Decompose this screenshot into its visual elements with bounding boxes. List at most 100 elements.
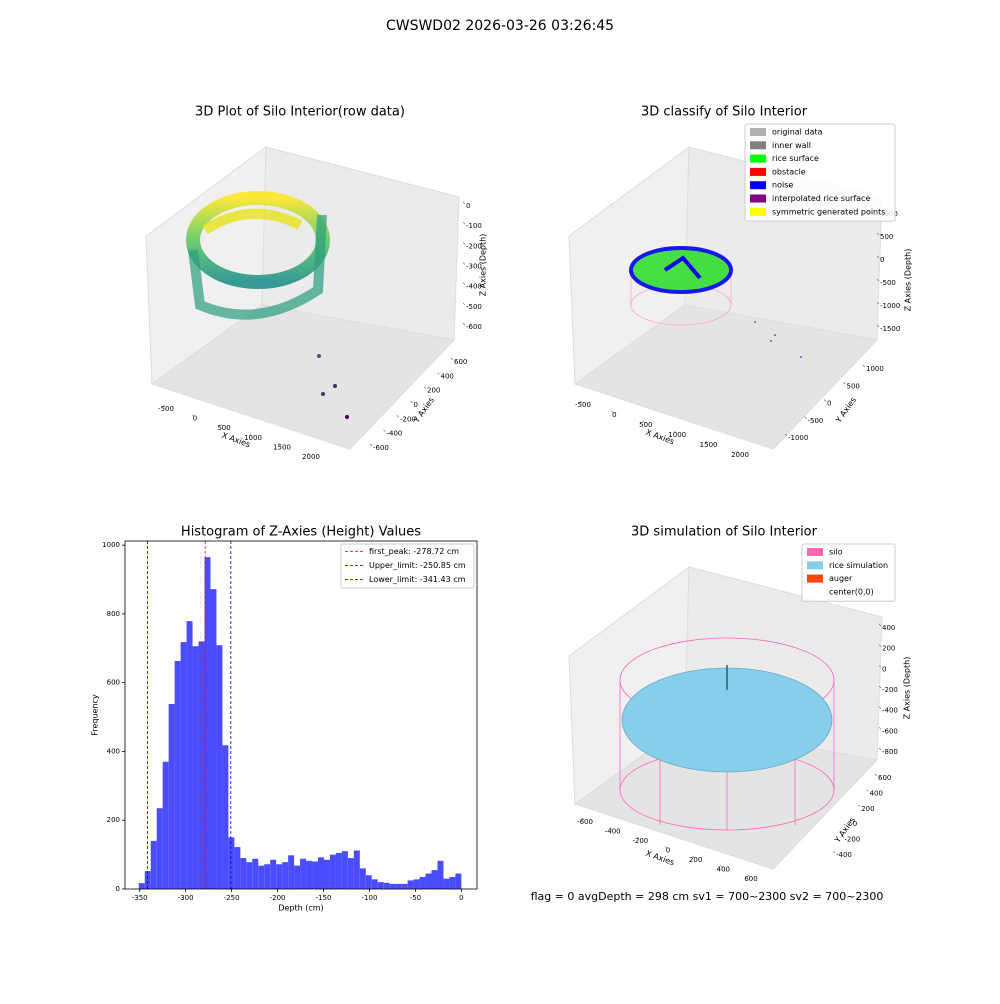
y-tick-label: 600	[454, 358, 467, 366]
tick-mark	[784, 433, 788, 437]
tick-mark	[804, 416, 807, 419]
tick-mark	[437, 372, 440, 375]
x-tick-label: -100	[362, 894, 378, 902]
tick-mark	[249, 433, 253, 437]
histogram-bar	[425, 873, 432, 889]
histogram-bar	[300, 858, 307, 889]
point-cloud-classify	[629, 246, 802, 358]
histogram-bar	[138, 883, 145, 889]
y-tick-label: 200	[427, 387, 440, 395]
x-tick-label: -300	[178, 894, 194, 902]
legend-swatch	[750, 167, 766, 176]
tick-mark	[462, 242, 466, 245]
tick-mark	[673, 430, 677, 434]
legend-swatch	[750, 207, 766, 216]
histogram-bar	[413, 879, 420, 889]
figure-title: CWSWD02 2026-03-26 03:26:45	[386, 18, 614, 34]
histogram-bar	[312, 861, 319, 889]
legend-label: auger	[829, 574, 853, 583]
x-tick-label: 200	[689, 856, 702, 864]
tick-mark	[823, 399, 827, 402]
pane	[573, 304, 879, 450]
legend-label: symmetric generated points	[772, 207, 885, 216]
y-axis-label: Y Axies	[411, 396, 436, 426]
z-tick-label: 400	[882, 624, 895, 632]
tick-mark	[664, 846, 668, 849]
legend-swatch	[807, 561, 823, 570]
z-tick-label: 0	[880, 256, 884, 264]
legend-swatch	[807, 587, 823, 596]
pane	[150, 304, 456, 450]
tick-mark	[878, 644, 882, 647]
histogram-bar	[335, 852, 342, 889]
histogram-bar	[437, 860, 444, 889]
histogram-bar	[162, 761, 169, 889]
chart-title: 3D simulation of Silo Interior	[631, 525, 818, 540]
x-tick-label: 1000	[668, 431, 686, 439]
legend-swatch	[750, 141, 766, 150]
plot-frame	[124, 540, 478, 890]
histogram-bar	[389, 883, 396, 889]
histogram-bar	[407, 880, 414, 889]
legend-label: Upper_limit: -250.85 cm	[369, 561, 466, 570]
legend-box	[744, 123, 896, 222]
x-tick-label: 1500	[700, 441, 718, 449]
x-tick-label: 500	[639, 421, 652, 429]
y-tick-label: 1000	[866, 365, 884, 373]
point-cloud-raw	[186, 191, 349, 419]
histogram-bar	[186, 621, 193, 889]
tick-mark	[637, 836, 640, 840]
histogram-bar	[282, 862, 289, 889]
histogram-bar	[359, 868, 366, 889]
x-axis-label: Depth (cm)	[278, 904, 323, 913]
legend-label: original data	[772, 128, 823, 137]
y-tick-label: 400	[441, 372, 454, 380]
z-tick-label: -500	[466, 303, 482, 311]
histogram-bar	[294, 865, 301, 889]
z-tick-label: 500	[880, 233, 893, 241]
histogram-bar	[371, 879, 378, 889]
z-tick-label: 0	[466, 202, 470, 210]
legend-label: interpolated rice surface	[772, 194, 870, 203]
x-tick-label: 600	[744, 875, 757, 883]
tick-mark	[736, 450, 740, 454]
y-tick-label: 0	[414, 401, 418, 409]
tick-mark	[462, 201, 466, 205]
y-tick-label: 400	[870, 789, 883, 797]
histogram-bar	[455, 873, 462, 889]
z-tick-label: -1500	[880, 325, 900, 333]
z-tick-label: -500	[880, 279, 896, 287]
histogram-bar	[198, 641, 205, 889]
histogram-bar	[443, 878, 450, 889]
tick-mark	[383, 429, 386, 432]
chart-title: 3D classify of Silo Interior	[641, 105, 808, 120]
tick-mark	[876, 301, 880, 305]
histogram-bar	[270, 859, 277, 889]
histogram-bar	[419, 876, 426, 889]
x-tick-label: 500	[217, 424, 230, 432]
histogram-bar	[210, 589, 217, 889]
y-tick-label: 200	[861, 805, 874, 813]
legend-swatch	[807, 574, 823, 583]
y-tick-label: 500	[847, 382, 860, 390]
histogram-bar	[252, 858, 259, 889]
histogram-bar	[156, 808, 163, 889]
histogram-bar	[347, 858, 354, 889]
x-axis-label: X Axies	[645, 849, 676, 868]
tick-mark	[876, 255, 880, 259]
y-tick-label: 0	[116, 885, 120, 893]
legend-label: obstacle	[772, 167, 806, 176]
tick-mark	[191, 414, 195, 417]
histogram-bar	[258, 865, 265, 889]
z-tick-label: 200	[882, 645, 895, 653]
histogram-bar	[150, 840, 157, 889]
y-tick-label: 600	[107, 679, 120, 687]
tick-mark	[579, 400, 583, 404]
x-tick-label: -500	[575, 401, 591, 409]
x-tick-label: -200	[632, 837, 648, 845]
legend-box	[801, 543, 896, 602]
histogram-bar	[276, 864, 283, 889]
tick-mark	[581, 817, 585, 821]
legend-label: noise	[772, 181, 793, 190]
tick-mark	[876, 232, 880, 236]
